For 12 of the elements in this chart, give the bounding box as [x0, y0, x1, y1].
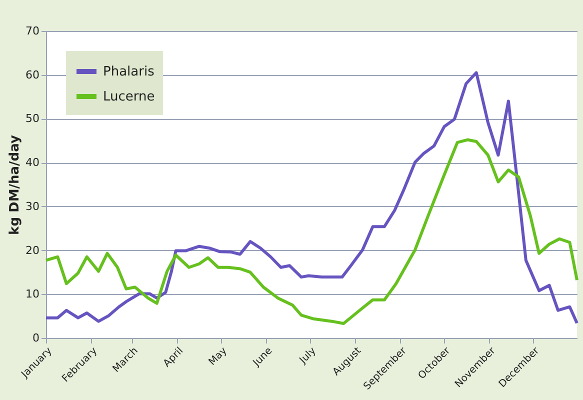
y-tick-label: 40 — [26, 156, 40, 170]
line-series — [44, 138, 578, 326]
y-tick-label: 10 — [26, 288, 40, 301]
y-tick-label: 70 — [26, 24, 40, 38]
y-tick-label: 0 — [32, 332, 40, 344]
y-tick-label: 20 — [26, 244, 40, 257]
y-tick-label: 60 — [26, 68, 40, 82]
y-tick-label: 50 — [26, 112, 40, 126]
y-tick-label: 30 — [26, 200, 40, 213]
y-axis-title: kg DM/ha/day — [8, 134, 23, 235]
legend-label: Phalaris — [103, 64, 155, 80]
legend-label: Lucerne — [103, 90, 155, 104]
